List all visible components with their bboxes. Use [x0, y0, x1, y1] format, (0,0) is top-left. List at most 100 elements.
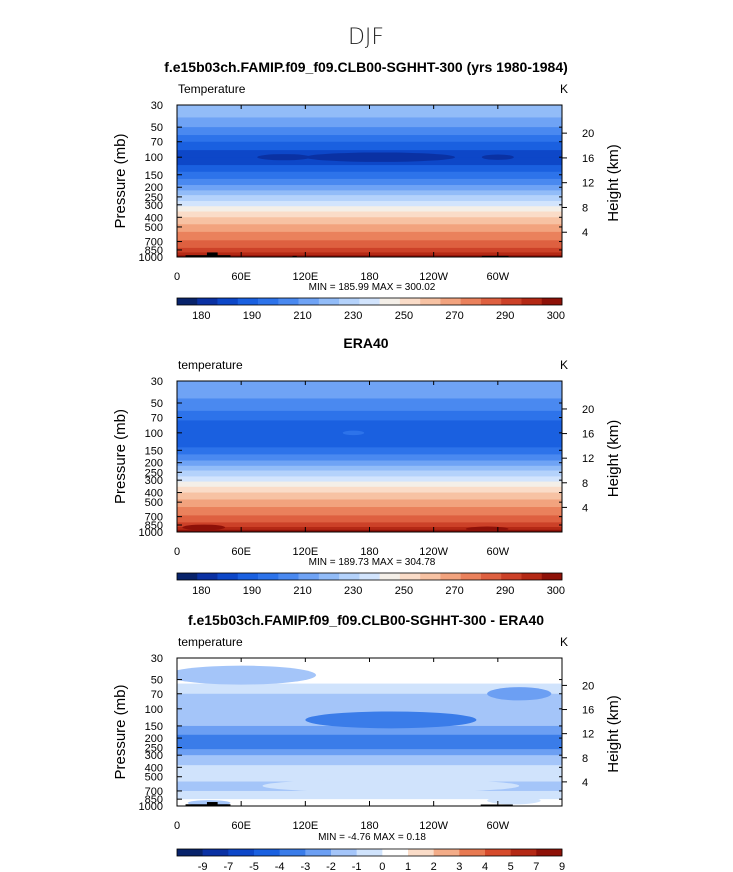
- colorbar-swatch: [237, 298, 259, 305]
- contour-band: [177, 127, 562, 136]
- colorbar-label: -4: [275, 861, 285, 872]
- height-tick-label: 8: [582, 478, 588, 490]
- colorbar-label: -2: [326, 861, 336, 872]
- contour-feature: [487, 796, 541, 805]
- x-tick-label: 120W: [419, 820, 448, 832]
- colorbar-swatch: [278, 298, 299, 305]
- colorbar-swatch: [440, 298, 461, 305]
- contour-band: [177, 476, 562, 483]
- colorbar-swatch: [359, 298, 380, 305]
- contour-band: [177, 190, 562, 196]
- contour-band: [177, 499, 562, 508]
- colorbar-swatch: [501, 573, 522, 580]
- colorbar-swatch: [279, 849, 306, 856]
- x-tick-label: 60E: [231, 271, 251, 283]
- contour-band: [177, 454, 562, 462]
- x-tick-label: 120W: [419, 271, 448, 283]
- x-tick-label: 0: [174, 820, 180, 832]
- y-tick-label: 400: [145, 488, 163, 500]
- x-tick-label: 180: [360, 546, 378, 558]
- contour-band: [177, 381, 562, 400]
- contour-band: [177, 420, 562, 442]
- height-tick-label: 4: [582, 502, 588, 514]
- y-tick-label: 150: [145, 721, 163, 733]
- y-tick-label: 250: [145, 192, 163, 204]
- height-tick-label: 4: [582, 227, 588, 239]
- plot-area: [177, 105, 562, 257]
- variable-label: Temperature: [178, 82, 246, 96]
- y-axis-title: Pressure (mb): [112, 409, 129, 504]
- y-tick-label: 400: [145, 762, 163, 774]
- y-tick-label: 50: [151, 675, 163, 687]
- units-label: K: [560, 635, 568, 649]
- contour-feature: [262, 779, 520, 793]
- colorbar-swatch: [536, 849, 563, 856]
- x-tick-label: 180: [360, 271, 378, 283]
- contour-band: [177, 522, 562, 528]
- colorbar-label: 210: [293, 310, 311, 322]
- y-tick-label: 700: [145, 786, 163, 798]
- colorbar-swatch: [501, 298, 522, 305]
- x-tick-label: 120E: [292, 820, 318, 832]
- colorbar-swatch: [521, 298, 543, 305]
- colorbar-swatch: [433, 849, 460, 856]
- contour-feature: [257, 154, 311, 161]
- contour-band: [177, 178, 562, 186]
- contour-band: [177, 217, 562, 225]
- y-tick-label: 150: [145, 445, 163, 457]
- colorbar-swatch: [480, 573, 502, 580]
- x-tick-label: 60W: [487, 820, 510, 832]
- colorbar-label: 190: [243, 585, 261, 597]
- colorbar-swatch: [298, 298, 320, 305]
- colorbar-label: 3: [456, 861, 462, 872]
- contour-band: [177, 247, 562, 254]
- x-tick-label: 0: [174, 546, 180, 558]
- height-tick-label: 4: [582, 777, 588, 789]
- panel-title: f.e15b03ch.FAMIP.f09_f09.CLB00-SGHHT-300…: [188, 612, 544, 628]
- contour-band: [177, 790, 562, 800]
- colorbar-label: -7: [223, 861, 233, 872]
- y-axis-title: Pressure (mb): [112, 684, 129, 779]
- contour-band: [177, 734, 562, 750]
- y-tick-label: 500: [145, 497, 163, 509]
- plot-area: [177, 381, 562, 532]
- contour-band: [177, 465, 562, 472]
- y-tick-label: 50: [151, 122, 163, 134]
- colorbar-swatch: [197, 298, 218, 305]
- contour-band: [177, 725, 562, 736]
- colorbar-swatch: [339, 298, 360, 305]
- colorbar-swatch: [197, 573, 218, 580]
- colorbar-label: 290: [496, 585, 514, 597]
- colorbar-frame: [176, 572, 563, 581]
- y-tick-label: 200: [145, 733, 163, 745]
- colorbar-swatch: [399, 573, 421, 580]
- contour-band: [177, 165, 562, 173]
- colorbar-swatch: [459, 849, 486, 856]
- colorbar-swatch: [339, 573, 360, 580]
- height-tick-label: 12: [582, 453, 594, 465]
- colorbar-swatch: [278, 573, 299, 580]
- colorbar-swatch: [258, 298, 279, 305]
- colorbar-label: 300: [547, 585, 565, 597]
- colorbar-label: 180: [192, 310, 210, 322]
- y2-axis-title: Height (km): [605, 420, 622, 498]
- colorbar-swatch: [177, 573, 198, 580]
- colorbar-label: 210: [293, 585, 311, 597]
- y-tick-label: 300: [145, 200, 163, 212]
- contour-band: [177, 195, 562, 202]
- x-tick-label: 60W: [487, 271, 510, 283]
- min-max-text: MIN = -4.76 MAX = 0.18: [318, 832, 426, 843]
- colorbar-swatch: [420, 573, 441, 580]
- y-tick-label: 50: [151, 398, 163, 410]
- contour-band: [177, 135, 562, 143]
- colorbar-swatch: [217, 298, 239, 305]
- terrain-mask: [206, 802, 218, 806]
- contour-band: [177, 105, 562, 119]
- y-tick-label: 850: [145, 794, 163, 806]
- height-tick-label: 12: [582, 178, 594, 190]
- colorbar-frame: [176, 297, 563, 306]
- colorbar-label: 250: [395, 310, 413, 322]
- colorbar-swatch: [510, 849, 537, 856]
- contour-band: [177, 185, 562, 191]
